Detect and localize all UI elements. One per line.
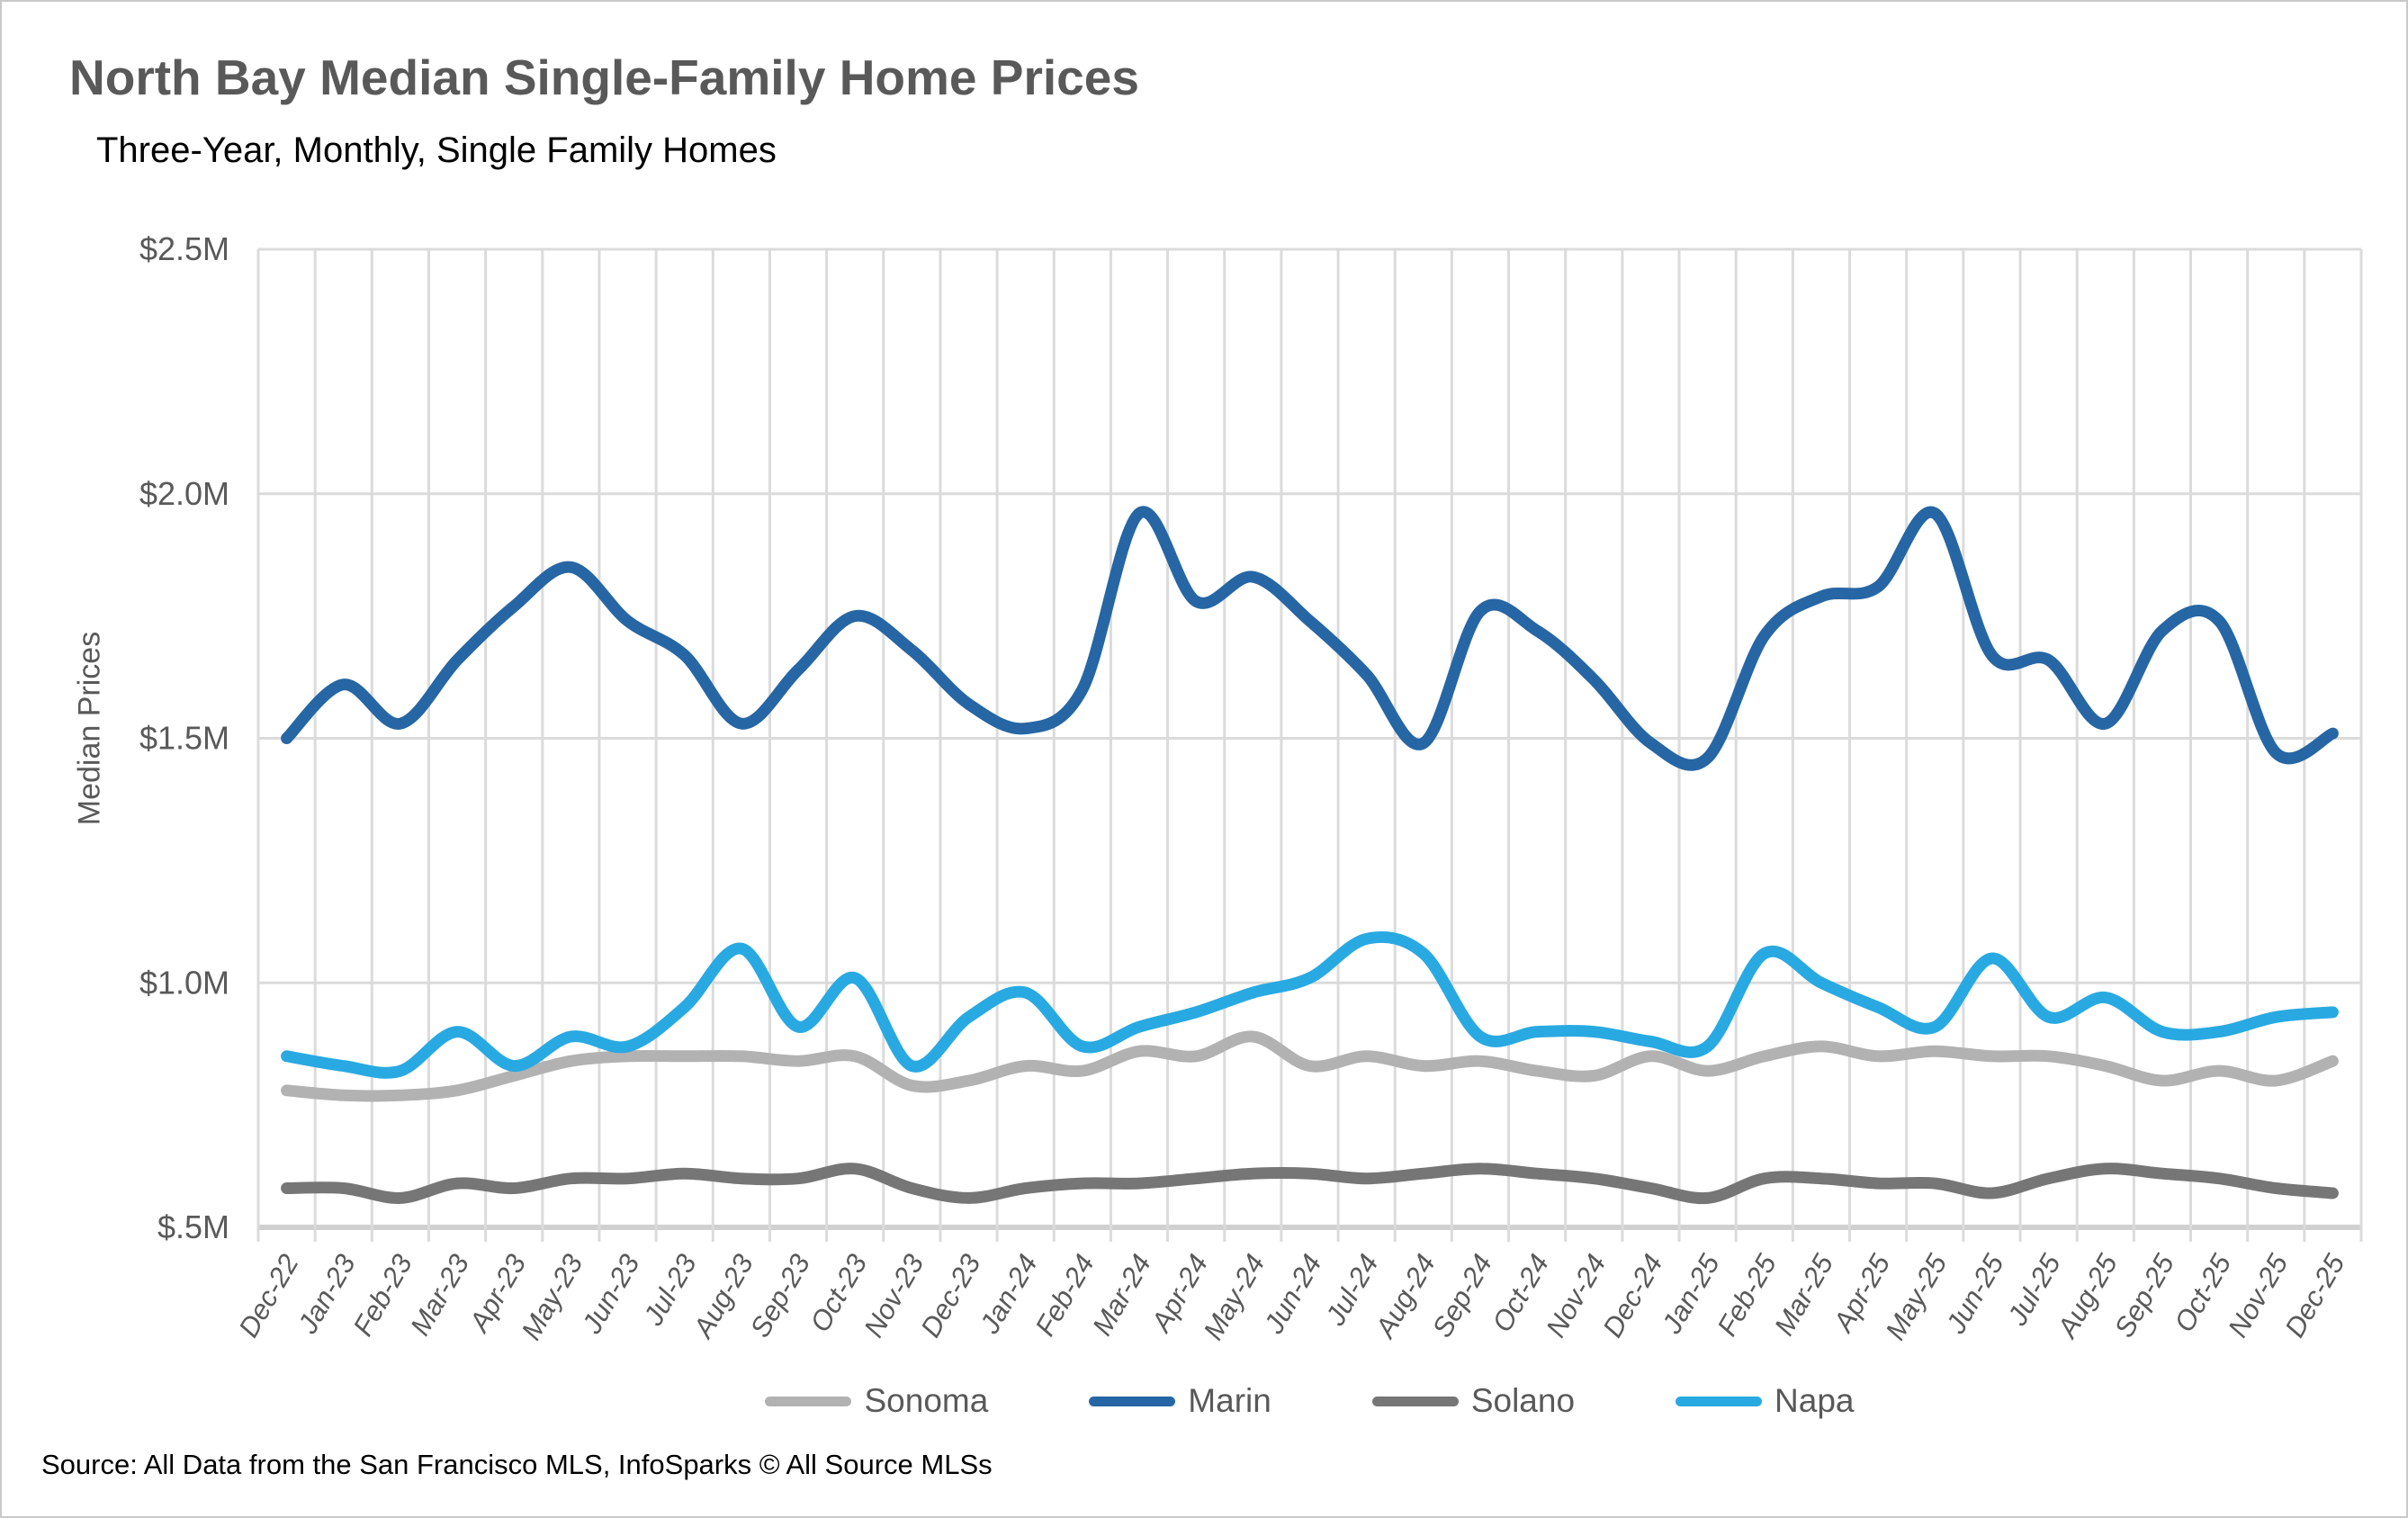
- x-tick-label: Mar-25: [1768, 1248, 1840, 1341]
- legend-item-solano: Solano: [1371, 1382, 1576, 1420]
- legend-label-sonoma: Sonoma: [864, 1382, 989, 1419]
- y-tick-label: $1.5M: [139, 720, 229, 757]
- legend-swatch-marin: [1089, 1396, 1176, 1406]
- legend-swatch-solano: [1371, 1396, 1459, 1406]
- x-tick-label: Jun-24: [1257, 1249, 1327, 1339]
- x-tick-label: Jun-23: [575, 1249, 645, 1339]
- y-tick-label: $1.0M: [139, 964, 229, 1001]
- series-line-napa: [281, 930, 2339, 1079]
- legend-item-sonoma: Sonoma: [765, 1382, 988, 1420]
- legend-label-solano: Solano: [1470, 1382, 1576, 1419]
- x-tick-label: Jun-25: [1939, 1248, 2010, 1339]
- x-tick-label: Dec-22: [232, 1249, 304, 1343]
- legend-swatch-napa: [1676, 1396, 1763, 1406]
- chart-title: North Bay Median Single-Family Home Pric…: [69, 49, 1139, 105]
- y-tick-label: $2.5M: [139, 230, 229, 267]
- chart-subtitle: Three-Year, Monthly, Single Family Homes: [96, 130, 777, 170]
- legend-label-marin: Marin: [1188, 1382, 1271, 1419]
- chart-legend: Sonoma Marin Solano Napa: [258, 1382, 2361, 1420]
- y-tick-label: $2.0M: [139, 475, 229, 512]
- series-line-solano: [281, 1163, 2339, 1205]
- legend-swatch-sonoma: [765, 1396, 852, 1406]
- series-line-marin: [281, 506, 2339, 771]
- y-tick-label: $.5M: [157, 1208, 229, 1245]
- legend-item-napa: Napa: [1676, 1382, 1855, 1420]
- legend-label-napa: Napa: [1775, 1382, 1855, 1419]
- source-note: Source: All Data from the San Francisco …: [41, 1449, 993, 1480]
- series-line-sonoma: [281, 1030, 2339, 1102]
- legend-item-marin: Marin: [1089, 1382, 1271, 1420]
